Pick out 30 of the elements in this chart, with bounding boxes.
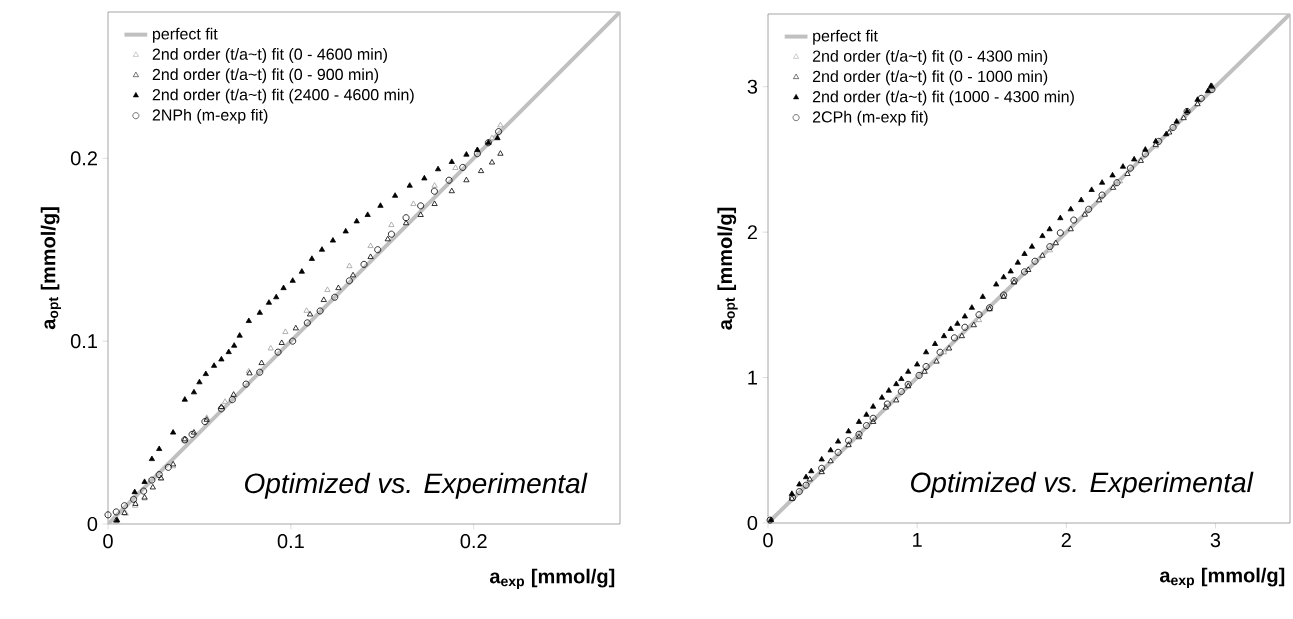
y-tick-label: 0.2 <box>70 151 97 166</box>
legend-label: 2nd order (t/a~t) fit (0 - 1000 min) <box>812 70 1048 86</box>
y-tick-label: 2 <box>747 225 757 240</box>
x-tick-label: 0.2 <box>460 534 487 549</box>
legend-label: 2nd order (t/a~t) fit (0 - 900 min) <box>152 68 379 84</box>
legend-label: perfect fit <box>152 27 218 43</box>
legend-label: 2nd order (t/a~t) fit (0 - 4600 min) <box>152 48 388 63</box>
y-tick-label: 0 <box>747 515 758 531</box>
x-tick-label: 0 <box>103 534 113 549</box>
y-tick-label: 1 <box>748 370 757 385</box>
x-tick-label: 0.1 <box>277 534 304 549</box>
x-tick-label: 0 <box>763 533 773 548</box>
legend-label: 2nd order (t/a~t) fit (0 - 4300 min) <box>812 50 1048 65</box>
x-tick-label: 2 <box>1061 533 1071 548</box>
x-axis-title: a$_{exp}$ [mmol/g] <box>489 568 615 589</box>
legend-label: 2CPh (m-exp fit) <box>812 110 928 126</box>
y-tick-label: 3 <box>747 79 758 94</box>
y-tick-label: 0 <box>87 516 98 532</box>
x-tick-label: 3 <box>1210 533 1221 548</box>
x-tick-label: 1 <box>913 533 922 547</box>
legend-label: 2nd order (t/a~t) fit (2400 - 4600 min) <box>152 88 414 104</box>
legend-label: perfect fit <box>813 29 878 45</box>
annotation: Optimized vs. Experimental <box>911 471 1254 498</box>
x-axis-title: a$_{exp}$ [mmol/g] <box>1159 567 1285 588</box>
legend-label: 2nd order (t/a~t) fit (1000 - 4300 min) <box>812 90 1074 106</box>
y-axis-title: a$_{opt}$ [mmol/g] <box>717 207 738 330</box>
y-tick-label: 0.1 <box>70 334 97 349</box>
annotation: Optimized vs. Experimental <box>245 472 588 499</box>
legend-label: 2NPh (m-exp fit) <box>152 108 268 124</box>
y-axis-title: a$_{opt}$ [mmol/g] <box>40 207 61 330</box>
